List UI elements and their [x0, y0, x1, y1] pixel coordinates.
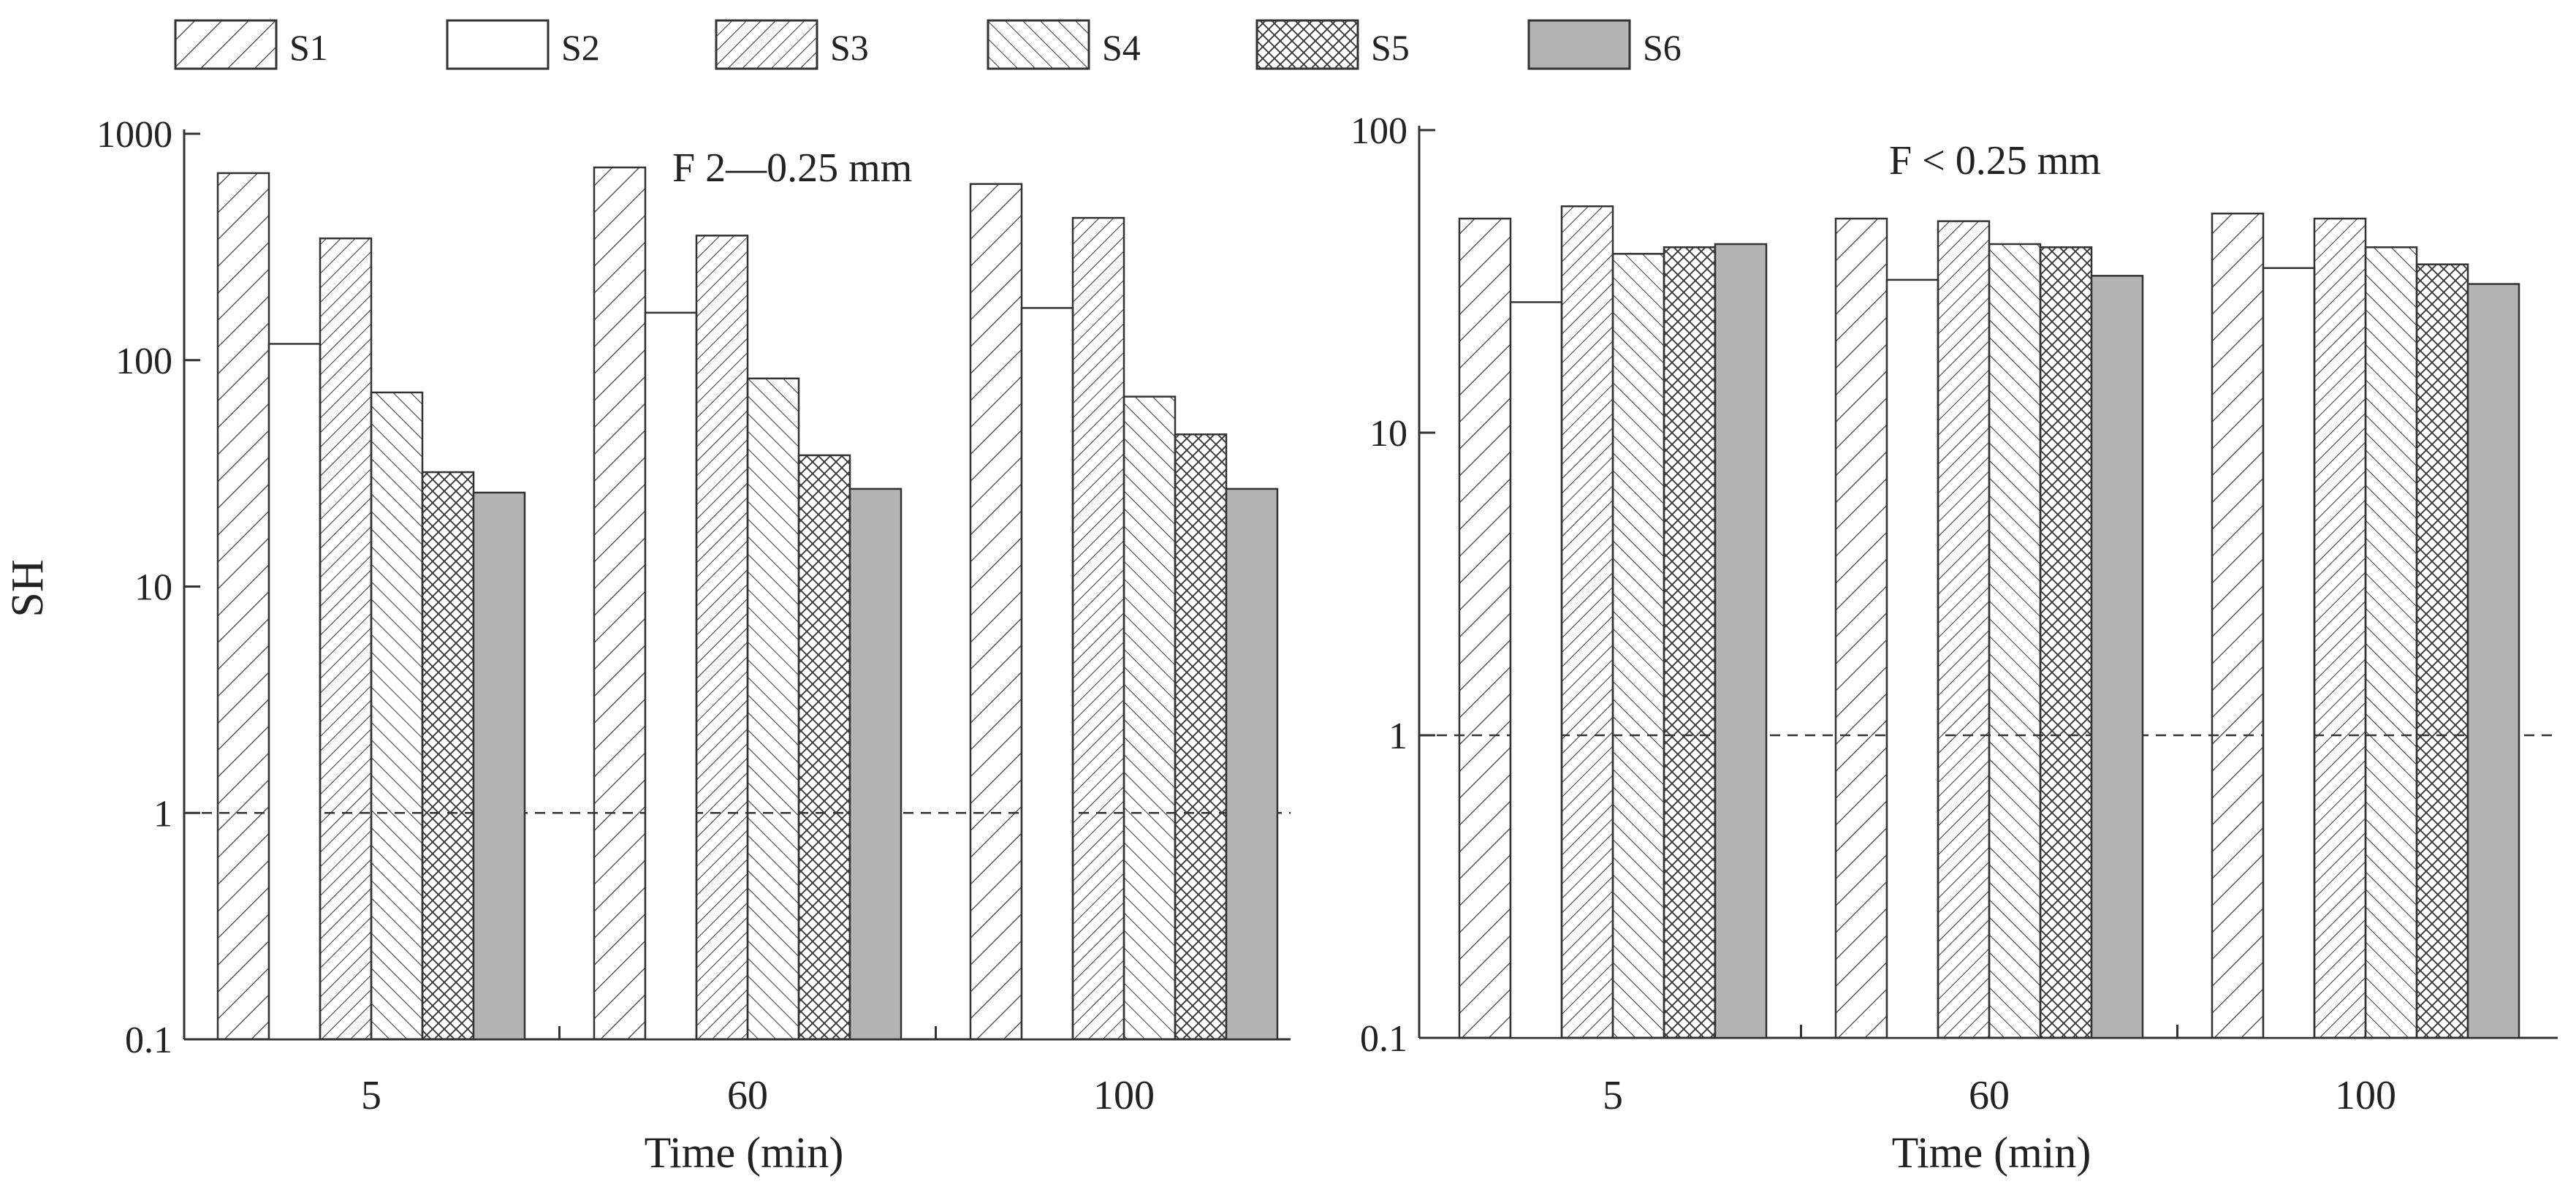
bar-s3-t100 — [2313, 217, 2367, 1039]
bar-s5-t5 — [421, 471, 475, 1041]
bar-s4-t60 — [1988, 243, 2042, 1039]
legend-swatch-s1 — [174, 19, 278, 70]
bar-s2-t100 — [1020, 307, 1074, 1041]
x-tick-label: 5 — [361, 1073, 381, 1118]
y-axis-label: SH — [3, 559, 53, 617]
y-tick-label: 1 — [153, 793, 172, 835]
bar-s5-t60 — [2039, 246, 2093, 1039]
legend-item-s3: S3 — [715, 19, 869, 70]
bar-s3-t100 — [1071, 216, 1125, 1041]
y-tick-label: 1 — [1388, 716, 1407, 757]
x-tick-label: 100 — [1093, 1073, 1155, 1118]
legend-label-s2: S2 — [561, 27, 600, 68]
x-tick-label: 100 — [2335, 1073, 2396, 1118]
y-tick-label: 100 — [1350, 110, 1407, 152]
legend-item-s2: S2 — [446, 19, 600, 70]
chart-panel-right: 0.1 1 10 100 5 60 100 F < 0.25 mm Time (min) — [1350, 110, 2558, 1177]
legend-swatch-s6 — [1527, 19, 1631, 70]
bar-s6-t60 — [2090, 275, 2144, 1039]
bar-s5-t60 — [797, 454, 851, 1041]
bar-s4-t60 — [746, 377, 800, 1041]
bar-s4-t5 — [1611, 253, 1665, 1039]
bar-s2-t5 — [1509, 301, 1563, 1039]
legend-label-s4: S4 — [1102, 27, 1141, 68]
bar-s1-t5 — [216, 172, 270, 1041]
legend-label-s6: S6 — [1643, 27, 1682, 68]
bar-s5-t5 — [1663, 246, 1717, 1039]
x-tick-label: 5 — [1603, 1073, 1623, 1118]
bar-s6-t5 — [1714, 243, 1768, 1039]
bar-s6-t5 — [472, 491, 526, 1041]
bar-s3-t60 — [695, 235, 749, 1041]
bar-s1-t60 — [593, 166, 647, 1041]
panel-title: F 2—0.25 mm — [672, 145, 912, 191]
bar-s2-t60 — [1885, 278, 1939, 1039]
y-tick-label: 0.1 — [1360, 1018, 1407, 1060]
y-tick-label: 10 — [1369, 413, 1407, 455]
legend-item-s1: S1 — [174, 19, 328, 70]
bar-s3-t5 — [319, 237, 373, 1041]
legend-item-s5: S5 — [1255, 19, 1410, 70]
bar-s4-t5 — [370, 391, 424, 1041]
legend-label-s3: S3 — [830, 27, 869, 68]
bar-s1-t100 — [969, 183, 1023, 1041]
panel-title: F < 0.25 mm — [1889, 138, 2101, 183]
legend-swatch-s4 — [987, 19, 1090, 70]
bar-s5-t100 — [2415, 263, 2469, 1039]
legend-item-s6: S6 — [1527, 19, 1682, 70]
legend-swatch-s3 — [715, 19, 818, 70]
bar-s1-t5 — [1458, 217, 1512, 1039]
bar-s1-t100 — [2211, 212, 2265, 1039]
bar-s2-t100 — [2262, 267, 2316, 1039]
legend: S1 S2 S3 S4 S5 S6 — [174, 19, 1682, 70]
bar-s4-t100 — [1122, 395, 1177, 1041]
y-tick-label: 10 — [134, 567, 172, 609]
bar-s4-t100 — [2364, 246, 2418, 1039]
bar-s3-t60 — [1937, 220, 1991, 1039]
bar-s1-t60 — [1834, 217, 1888, 1039]
bar-s2-t5 — [267, 343, 322, 1041]
legend-label-s5: S5 — [1371, 27, 1410, 68]
y-tick-label: 100 — [115, 341, 172, 382]
bar-s6-t60 — [848, 488, 903, 1041]
x-axis-label: Time (min) — [1892, 1128, 2091, 1177]
bar-s6-t100 — [1225, 488, 1279, 1041]
chart-panel-left: 0.1 1 10 100 1000 5 60 100 F 2—0.25 mm Time (min)… — [3, 114, 1291, 1177]
legend-label-s1: S1 — [289, 27, 328, 68]
x-tick-label: 60 — [727, 1073, 768, 1118]
legend-item-s4: S4 — [987, 19, 1141, 70]
legend-swatch-s2 — [446, 19, 550, 70]
y-tick-label: 1000 — [96, 114, 172, 156]
y-tick-label: 0.1 — [125, 1020, 172, 1061]
x-tick-label: 60 — [1969, 1073, 2010, 1118]
x-axis-label: Time (min) — [645, 1128, 844, 1177]
bar-s3-t5 — [1560, 205, 1614, 1039]
legend-swatch-s5 — [1255, 19, 1359, 70]
bar-s5-t100 — [1174, 433, 1228, 1041]
bar-s6-t100 — [2466, 283, 2520, 1039]
bar-s2-t60 — [644, 311, 698, 1041]
